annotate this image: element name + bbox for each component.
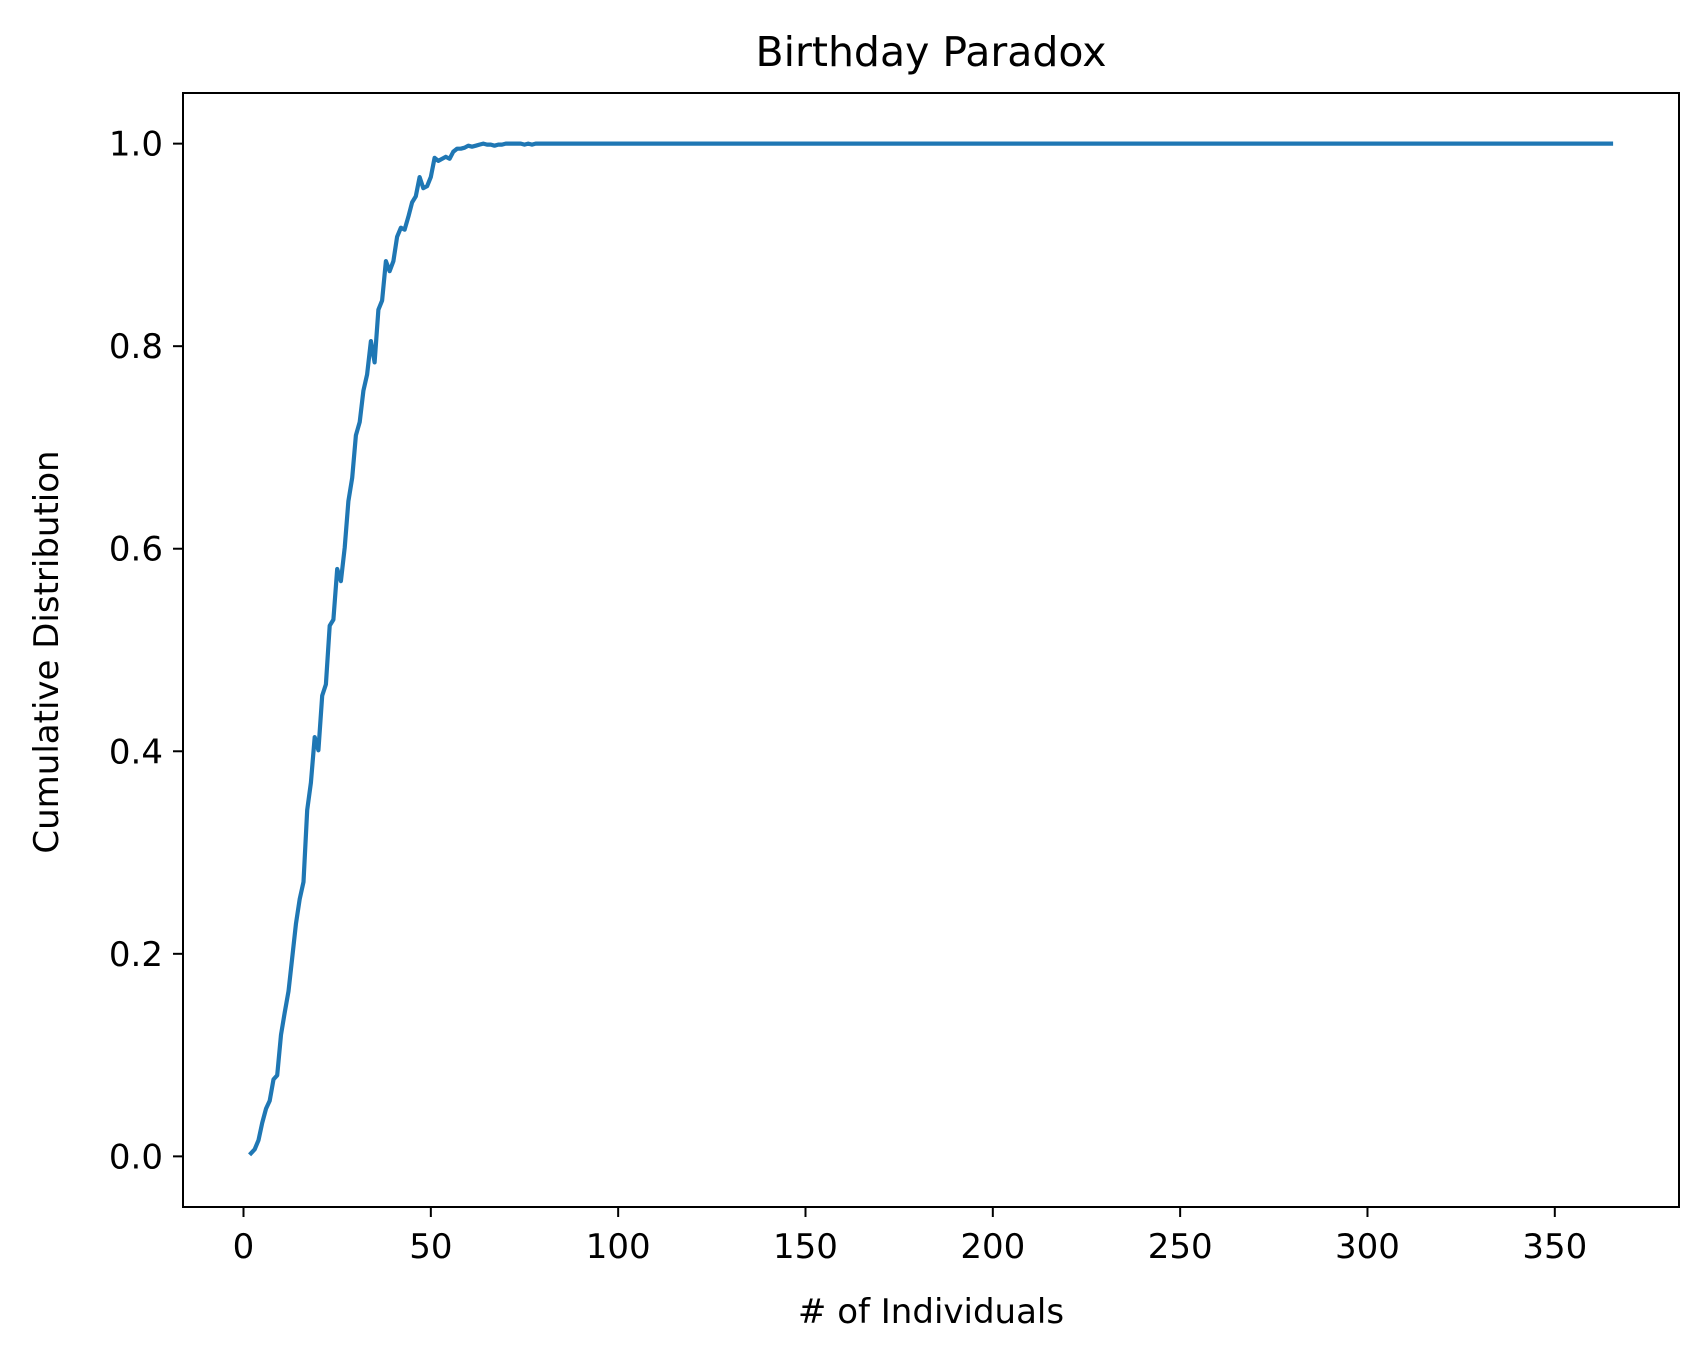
x-tick-label: 150 xyxy=(773,1227,838,1267)
chart-title: Birthday Paradox xyxy=(756,28,1107,76)
axes-frame xyxy=(182,92,1680,1208)
y-tick-label: 1.0 xyxy=(109,125,163,165)
y-tick-label: 0.0 xyxy=(109,1137,163,1177)
y-tick-label: 0.8 xyxy=(109,327,163,367)
y-tick-label: 0.2 xyxy=(109,935,163,975)
x-tick-label: 50 xyxy=(409,1227,452,1267)
x-axis-label: # of Individuals xyxy=(798,1292,1064,1332)
x-axis: 0 50 100 150 200 250 300 350 xyxy=(233,1207,1587,1267)
y-axis-label: Cumulative Distribution xyxy=(27,450,67,853)
y-tick-label: 0.4 xyxy=(109,732,163,772)
series-line xyxy=(248,141,1614,1157)
plot-background xyxy=(183,93,1679,1207)
x-tick-label: 250 xyxy=(1148,1227,1213,1267)
y-axis: 0.0 0.2 0.4 0.6 0.8 1.0 xyxy=(109,125,183,1177)
y-tick-label: 0.6 xyxy=(109,530,163,570)
x-tick-label: 100 xyxy=(586,1227,651,1267)
x-tick-label: 350 xyxy=(1522,1227,1587,1267)
x-tick-label: 200 xyxy=(960,1227,1025,1267)
x-tick-label: 0 xyxy=(233,1227,255,1267)
series-layer xyxy=(248,141,1614,1157)
plot-area xyxy=(183,93,1679,1207)
x-tick-label: 300 xyxy=(1335,1227,1400,1267)
